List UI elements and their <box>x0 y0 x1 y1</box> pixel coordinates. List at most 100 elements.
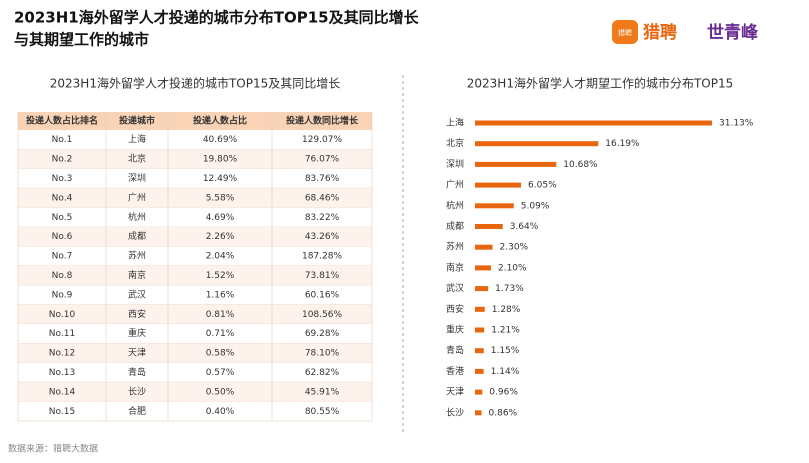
bar <box>475 265 491 271</box>
table-cell: No.9 <box>52 290 73 300</box>
table-cell: 合肥 <box>128 405 146 417</box>
bar <box>475 244 493 250</box>
table-cell: No.3 <box>52 174 73 184</box>
title-line: 与其期望工作的城市 <box>14 31 149 49</box>
table-cell: No.4 <box>52 193 73 203</box>
table-cell: 杭州 <box>128 211 146 223</box>
bar <box>475 161 557 167</box>
bar <box>475 327 485 333</box>
category-label: 重庆 <box>446 324 464 336</box>
bar <box>475 410 482 416</box>
table-cell: 0.81% <box>206 310 235 320</box>
table-row-bg <box>18 149 372 169</box>
value-label: 1.15% <box>491 346 520 356</box>
table-cell: No.11 <box>49 329 75 339</box>
table-cell: No.6 <box>52 232 73 242</box>
bar <box>475 203 514 209</box>
table-header: 投递人数占比排名 <box>26 115 98 127</box>
category-label: 南京 <box>446 261 464 273</box>
table-cell: 78.10% <box>305 349 340 359</box>
table-header: 投递城市 <box>119 115 155 127</box>
logo-icon-text: 猎聘 <box>618 28 632 37</box>
table-row-bg <box>18 304 372 324</box>
table-cell: 深圳 <box>128 173 146 184</box>
value-label: 0.96% <box>489 388 518 398</box>
value-label: 1.14% <box>491 367 520 377</box>
table-cell: 0.71% <box>206 329 235 339</box>
bar <box>475 141 599 147</box>
table-title: 2023H1海外留学人才投递的城市TOP15及其同比增长 <box>50 76 340 91</box>
table-cell: 0.40% <box>206 407 235 417</box>
table-cell: 武汉 <box>128 288 146 300</box>
table-cell: No.12 <box>49 349 75 359</box>
table-row-bg <box>18 285 372 305</box>
value-label: 31.13% <box>719 119 754 129</box>
category-label: 深圳 <box>446 159 464 170</box>
bar-chart: 上海 31.13% 北京 16.19% 深圳 10.68% 广州 6.05% 杭州 5.09% 成都… <box>446 117 754 419</box>
bar <box>475 348 484 354</box>
category-label: 天津 <box>446 387 464 398</box>
table-row-bg <box>18 362 372 383</box>
table-cell: No.1 <box>52 135 73 145</box>
category-label: 西安 <box>446 303 464 315</box>
table-cell: 40.69% <box>203 135 238 145</box>
table-cell: 83.22% <box>305 213 340 223</box>
table-row-bg <box>18 324 372 344</box>
category-label: 成都 <box>446 220 464 232</box>
bar <box>475 389 483 395</box>
category-label: 青岛 <box>446 344 464 356</box>
value-label: 0.86% <box>489 408 518 418</box>
table-cell: 西安 <box>128 308 146 320</box>
table-row-bg <box>18 382 372 402</box>
category-label: 香港 <box>446 365 464 377</box>
table-cell: 长沙 <box>128 385 146 397</box>
source: 数据来源：猎聘大数据 <box>8 443 98 455</box>
table-cell: 0.50% <box>206 387 235 397</box>
table-header: 投递人数占比 <box>193 115 247 127</box>
table-cell: 天津 <box>128 348 146 359</box>
value-label: 5.09% <box>521 201 550 211</box>
table-cell: 2.26% <box>206 232 235 242</box>
table-cell: 73.81% <box>305 271 340 281</box>
logo-text: 猎聘 <box>643 22 677 43</box>
bar <box>475 224 503 229</box>
table-cell: 5.58% <box>206 193 235 203</box>
table-cell: 129.07% <box>302 135 342 145</box>
table-cell: 重庆 <box>128 327 146 339</box>
table-row-bg <box>18 343 372 363</box>
table-cell: 上海 <box>128 133 146 145</box>
table-cell: No.14 <box>49 387 76 397</box>
bar <box>475 306 485 312</box>
table-cell: 1.52% <box>206 271 235 281</box>
category-label: 上海 <box>446 117 464 129</box>
table-row-bg <box>18 227 372 247</box>
table-cell: 45.91% <box>305 387 340 397</box>
table-cell: 69.28% <box>305 329 340 339</box>
table-row-bg <box>18 207 372 227</box>
value-label: 2.30% <box>500 243 529 253</box>
table-row-bg <box>18 246 372 266</box>
table-cell: 0.57% <box>206 368 235 378</box>
table-row-bg <box>18 168 372 189</box>
table-cell: 62.82% <box>305 368 340 378</box>
table-cell: 1.16% <box>206 290 235 300</box>
table-cell: 68.46% <box>305 193 340 203</box>
table-row-bg <box>18 265 372 286</box>
table-header: 投递人数同比增长 <box>286 115 359 127</box>
table-cell: No.13 <box>49 368 75 378</box>
table-cell: 76.07% <box>305 155 340 165</box>
table-cell: 80.55% <box>305 407 340 417</box>
value-label: 6.05% <box>528 181 557 191</box>
table: 投递人数占比排名 投递城市 投递人数占比 投递人数同比增长 No.1 上海 40.69% 12… <box>17 112 373 422</box>
table-cell: 108.56% <box>302 310 342 320</box>
table-cell: 12.49% <box>203 174 238 184</box>
table-cell: 43.26% <box>305 232 340 242</box>
table-cell: 60.16% <box>305 290 340 300</box>
table-header-bg <box>18 112 372 130</box>
table-cell: 19.80% <box>203 155 238 165</box>
table-cell: No.7 <box>52 252 73 262</box>
table-cell: No.15 <box>49 407 75 417</box>
table-cell: 苏州 <box>128 250 146 262</box>
category-label: 广州 <box>446 179 464 191</box>
